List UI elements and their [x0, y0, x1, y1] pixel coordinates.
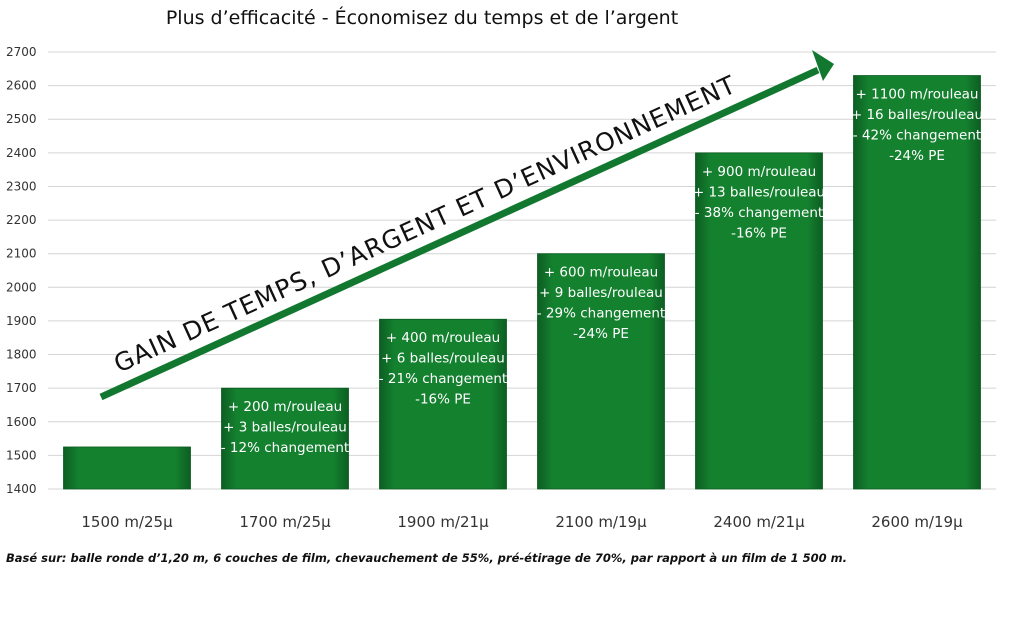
- x-tick-label: 1500 m/25µ: [81, 513, 173, 531]
- y-tick-label: 2500: [6, 112, 37, 126]
- bar: [695, 152, 823, 490]
- footnote: Basé sur: balle ronde d’1,20 m, 6 couche…: [6, 551, 847, 565]
- bar-annotation-line: - 38% changement: [695, 205, 823, 221]
- y-tick-label: 1700: [6, 381, 37, 395]
- x-axis: 1500 m/25µ 1700 m/25µ 1900 m/21µ 2100 m/19µ…: [81, 513, 963, 531]
- bar-annotation-line: + 16 balles/rouleau: [851, 107, 983, 123]
- bar-annotation-line: + 200 m/rouleau: [228, 399, 342, 415]
- bar-annotation-line: -24% PE: [573, 326, 629, 342]
- y-tick-label: 1800: [6, 348, 37, 362]
- bar-annotation-line: + 900 m/rouleau: [702, 164, 816, 180]
- bar: [63, 446, 191, 490]
- bar: [379, 318, 507, 490]
- y-tick-label: 2400: [6, 146, 37, 160]
- bar-annotation-line: -16% PE: [415, 392, 471, 408]
- bar-annotation-line: + 400 m/rouleau: [386, 330, 500, 346]
- y-tick-label: 2600: [6, 79, 37, 93]
- y-tick-label: 1900: [6, 314, 37, 328]
- bar-annotation-line: + 3 balles/rouleau: [223, 420, 347, 436]
- bar-annotation-line: -16% PE: [731, 225, 787, 241]
- y-tick-label: 2700: [6, 45, 37, 59]
- y-tick-label: 1600: [6, 415, 37, 429]
- chart-title: Plus d’efficacité - Économisez du temps …: [166, 6, 678, 29]
- bar-annotation-line: -24% PE: [889, 148, 945, 164]
- bar: [221, 387, 349, 490]
- bar-annotation-line: + 6 balles/rouleau: [381, 351, 505, 367]
- bar-annotation-line: + 600 m/rouleau: [544, 265, 658, 281]
- y-tick-label: 2000: [6, 280, 37, 294]
- arrow-head: [812, 50, 834, 81]
- bar-annotation-line: - 42% changement: [853, 128, 981, 144]
- y-tick-label: 2200: [6, 213, 37, 227]
- bar: [853, 75, 981, 490]
- y-tick-label: 2100: [6, 247, 37, 261]
- bar-annotation-line: + 13 balles/rouleau: [693, 184, 825, 200]
- y-tick-label: 1500: [6, 448, 37, 462]
- arrow-shaft: [99, 66, 820, 401]
- y-tick-label: 2300: [6, 179, 37, 193]
- bar-annotations: + 200 m/rouleau + 3 balles/rouleau - 12% c…: [221, 87, 983, 457]
- x-tick-label: 1900 m/21µ: [397, 513, 489, 531]
- grid-lines: [48, 51, 996, 490]
- x-tick-label: 2400 m/21µ: [713, 513, 805, 531]
- bar: [537, 253, 665, 490]
- bar-annotation-line: - 29% changement: [537, 306, 665, 322]
- bar-annotation-line: + 1100 m/rouleau: [856, 87, 979, 103]
- bar-annotation-line: - 21% changement: [379, 371, 507, 387]
- bars: [63, 75, 981, 490]
- bar-annotation-line: - 12% changement: [221, 440, 349, 456]
- y-axis: 1400 1500 1600 1700 1800 1900 2000 2100 2200 2300…: [6, 45, 37, 496]
- x-tick-label: 2600 m/19µ: [871, 513, 963, 531]
- x-tick-label: 2100 m/19µ: [555, 513, 647, 531]
- y-tick-label: 1400: [6, 482, 37, 496]
- bar-annotation-line: + 9 balles/rouleau: [539, 285, 663, 301]
- x-tick-label: 1700 m/25µ: [239, 513, 331, 531]
